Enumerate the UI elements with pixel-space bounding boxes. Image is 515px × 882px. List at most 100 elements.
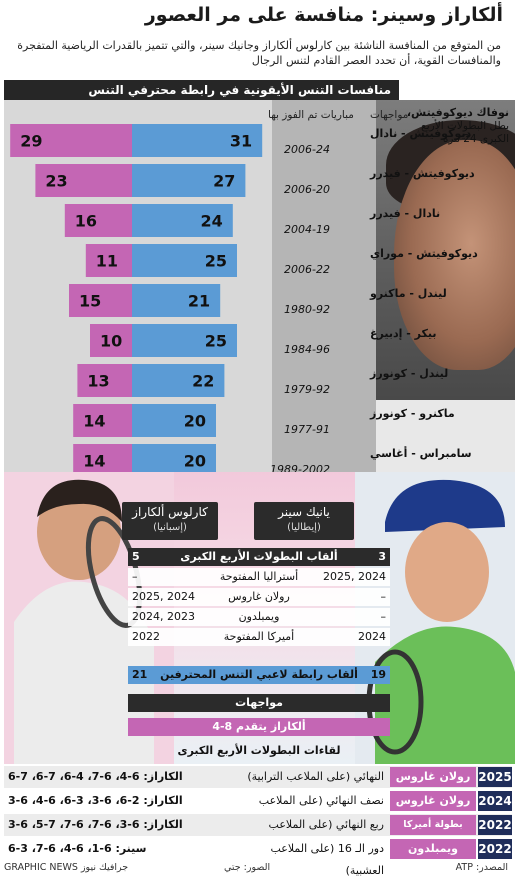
atp-titles-label: ألقاب رابطة لاعبي التنس المحترفين: [160, 668, 358, 681]
meeting-event: رولان غاروس: [390, 791, 476, 811]
bar-pink: [10, 124, 133, 157]
bar-blue: [132, 444, 216, 477]
meeting-score: سينر: 6-1، 6-4، 6-7، 3-6: [8, 842, 147, 855]
footer-source: المصدر: ATP: [455, 862, 508, 873]
bar-label-blue: 31: [230, 132, 252, 151]
slam-row-australia: – أستراليا المفتوحة 2025, 2024: [128, 568, 390, 586]
bar-label-blue: 25: [205, 252, 227, 271]
rivalry-pair-name: نادال - فيدرر: [369, 207, 440, 220]
alcaraz-name-box: كارلوس ألكاراز (إسبانيا): [122, 502, 218, 540]
bar-label-blue: 24: [201, 212, 223, 231]
bar-blue: [132, 244, 237, 277]
bar-label-blue: 20: [184, 452, 206, 471]
alcaraz-sinner-panel: كارلوس ألكاراز (إسبانيا) يانيك سينر (إيط…: [4, 472, 515, 764]
sinner-slam-count: 3: [378, 550, 386, 563]
bar-blue: [132, 404, 216, 437]
bar-pink: [73, 444, 132, 477]
alcaraz-slam-count: 5: [132, 550, 140, 563]
bar-label-pink: 11: [96, 252, 118, 271]
bar-label-pink: 10: [100, 332, 122, 351]
bar-blue: [132, 324, 237, 357]
meeting-score: الكاراز: 6-4، 6-7، 4-6، 7-6، 7-6: [8, 770, 183, 783]
event-australia: أستراليا المفتوحة: [219, 570, 299, 583]
slam-meetings-header: لقاءات البطولات الأربع الكبرى: [128, 742, 390, 760]
footer-credit: GRAPHIC NEWS جرافيك نيوز: [4, 862, 129, 873]
rivalry-period: 1984-96: [284, 343, 330, 356]
rivalry-pair-name: ماكنرو - كونورز: [369, 407, 455, 420]
meeting-score: الكاراز: 6-3، 6-7، 6-7، 7-5، 6-3: [8, 818, 183, 831]
slam-row-wimbledon: 2024, 2023 ويمبلدون –: [128, 608, 390, 626]
slam-row-us-open: 2022 أميركا المفتوحة 2024: [128, 628, 390, 646]
meeting-event: رولان غاروس: [390, 767, 476, 787]
column-header-wins: مباريات تم الفوز بها: [268, 109, 354, 121]
sinner-photo: [355, 472, 515, 764]
bar-label-pink: 29: [20, 132, 42, 151]
rivalry-period: 2006-20: [284, 183, 330, 196]
rivalry-pair-name: ليندل - كونورز: [369, 367, 448, 380]
meeting-row: 2025 رولان غاروس النهائي (على الملاعب ال…: [4, 766, 512, 788]
rivalry-period: 1979-92: [284, 383, 330, 396]
djokovic-photo: [376, 100, 515, 472]
sinner-atp-count: 19: [370, 668, 386, 681]
pairs-panel: [272, 100, 376, 472]
slam-row-roland-garros: 2025, 2024 رولان غاروس –: [128, 588, 390, 606]
footer: المصدر: ATP الصور: جتي GRAPHIC NEWS جراف…: [4, 862, 512, 878]
subtitle: من المتوقع من المنافسة الناشئة بين كارلو…: [17, 39, 501, 67]
meeting-year: 2025: [478, 767, 512, 787]
section-header: منافسات التنس الأيقونية في رابطة محترفي …: [4, 80, 399, 100]
bar-pink: [73, 404, 132, 437]
bar-pink: [77, 364, 132, 397]
meeting-round: النهائي (على الملاعب الترابية): [247, 770, 384, 783]
bar-label-pink: 15: [79, 292, 101, 311]
bar-blue: [132, 284, 221, 317]
bar-pink: [90, 324, 132, 357]
rivalry-period: 1977-91: [284, 423, 330, 436]
slam-meetings-label: لقاءات البطولات الأربع الكبرى: [177, 744, 341, 757]
rivalry-period: 1980-92: [284, 303, 330, 316]
h2h-value-row: ألكاراز يتقدم 8-4: [128, 718, 390, 736]
bar-blue: [132, 124, 263, 157]
alcaraz-us-open: 2022: [132, 630, 160, 643]
alcaraz-australia: –: [132, 570, 138, 583]
photo-caption-line2: الكبرى 24 مرة: [442, 133, 509, 145]
atp-titles-row: 21 ألقاب رابطة لاعبي التنس المحترفين 19: [128, 666, 390, 684]
bar-label-pink: 16: [75, 212, 97, 231]
bar-label-blue: 22: [192, 372, 214, 391]
meeting-row: 2024 رولان غاروس نصف النهائي (على الملاع…: [4, 790, 512, 829]
h2h-label: مواجهات: [235, 696, 283, 709]
alcaraz-atp-count: 21: [132, 668, 148, 681]
slam-titles-row: 5 ألقاب البطولات الأربع الكبرى 3: [128, 548, 390, 566]
bar-label-blue: 20: [184, 412, 206, 431]
meeting-round: دور الـ 16 (على الملاعب العشبية): [270, 842, 384, 877]
sinner-name: يانيك سينر: [278, 505, 330, 519]
rivalry-pair-name: ديوكوفيتش - موراي: [370, 247, 478, 260]
photo-shirt-shape: [376, 400, 515, 472]
alcaraz-name: كارلوس ألكاراز: [132, 505, 208, 519]
sinner-wimbledon: –: [380, 610, 387, 623]
event-wimbledon: ويمبلدون: [238, 610, 280, 623]
rivalry-pair-name: ديوكوفيتش - فيدرر: [369, 167, 475, 180]
bar-pink: [64, 204, 132, 237]
bar-pink: [85, 244, 132, 277]
bar-blue: [132, 204, 233, 237]
event-us-open: أميركا المفتوحة: [223, 630, 295, 643]
bar-blue: [132, 364, 225, 397]
meeting-year: 2022: [478, 839, 512, 859]
bar-label-blue: 27: [213, 172, 235, 191]
meeting-year: 2024: [478, 791, 512, 811]
column-header-matches: مواجهات: [370, 109, 408, 121]
bar-label-blue: 21: [188, 292, 210, 311]
bar-label-pink: 23: [45, 172, 67, 191]
h2h-header: مواجهات: [128, 694, 390, 712]
bar-blue: [132, 164, 246, 197]
meeting-year: 2022: [478, 815, 512, 835]
meeting-row: 2022 ويمبلدون دور الـ 16 (على الملاعب ال…: [4, 838, 512, 877]
meeting-event: بطولة أميركا المفتوحة: [390, 815, 476, 850]
bar-label-blue: 25: [205, 332, 227, 351]
bar-label-pink: 14: [83, 412, 105, 431]
photo-caption: نوفاك ديوكوفيتش، بطل البطولات الأربع الك…: [407, 106, 509, 146]
rivalry-pair-name: سامبراس - أغاسي: [370, 446, 472, 460]
alcaraz-wimbledon: 2024, 2023: [132, 610, 195, 623]
sinner-australia: 2025, 2024: [323, 570, 386, 583]
meeting-row: 2022 بطولة أميركا المفتوحة ربع النهائي (…: [4, 814, 512, 853]
